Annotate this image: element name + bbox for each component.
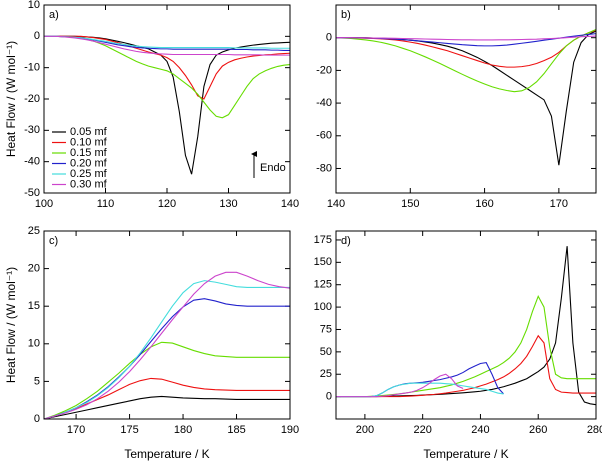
y-tick-label: 25 xyxy=(28,225,40,237)
y-tick-label: -20 xyxy=(316,64,332,76)
x-tick-label: 180 xyxy=(174,424,192,436)
y-tick-label: -60 xyxy=(316,130,332,142)
x-tick-label: 170 xyxy=(67,424,85,436)
y-tick-label: 15 xyxy=(28,300,40,312)
y-tick-label: 0 xyxy=(326,32,332,44)
x-tick-label: 160 xyxy=(475,198,493,210)
data-line xyxy=(336,246,597,406)
panel-label: d) xyxy=(341,235,351,247)
panel-label: b) xyxy=(341,9,351,21)
y-tick-label: 150 xyxy=(314,256,332,268)
data-line xyxy=(43,341,290,420)
plot-frame xyxy=(335,230,597,420)
y-tick-label: 10 xyxy=(28,0,40,11)
x-tick-label: 140 xyxy=(327,198,345,210)
y-tick-label: 20 xyxy=(28,263,40,275)
plot-frame xyxy=(43,4,291,194)
x-tick-label: 240 xyxy=(471,424,489,436)
y-tick-label: 25 xyxy=(320,368,332,380)
x-tick-label: 150 xyxy=(401,198,419,210)
legend-label: 0.30 mf xyxy=(70,178,108,190)
y-tick-label: 10 xyxy=(28,338,40,350)
data-line xyxy=(336,30,597,166)
y-tick-label: 175 xyxy=(314,234,332,246)
y-tick-label: -10 xyxy=(24,62,40,74)
data-line xyxy=(336,29,597,68)
x-tick-label: 185 xyxy=(227,424,245,436)
x-tick-label: 260 xyxy=(529,424,547,436)
legend-label: 0.25 mf xyxy=(70,168,108,180)
y-tick-label: 0 xyxy=(326,391,332,403)
x-tick-label: 190 xyxy=(281,424,299,436)
annotation: Endo xyxy=(260,162,286,174)
x-tick-label: 220 xyxy=(413,424,431,436)
data-line xyxy=(43,271,291,420)
x-tick-label: 200 xyxy=(356,424,374,436)
legend-label: 0.20 mf xyxy=(70,157,108,169)
y-tick-label: -80 xyxy=(316,162,332,174)
data-line xyxy=(43,395,290,420)
y-tick-label: -20 xyxy=(24,93,40,105)
x-tick-label: 140 xyxy=(281,198,299,210)
y-axis-label: Heat Flow / (W mol⁻¹) xyxy=(4,41,18,157)
data-line xyxy=(43,377,290,420)
panel-label: c) xyxy=(49,235,58,247)
y-tick-label: -40 xyxy=(316,97,332,109)
x-tick-label: 110 xyxy=(97,198,115,210)
legend-label: 0.10 mf xyxy=(70,136,108,148)
y-tick-label: 0 xyxy=(34,413,40,425)
y-tick-label: -50 xyxy=(24,187,40,199)
data-line xyxy=(336,35,597,41)
data-line xyxy=(43,298,290,420)
plot-frame xyxy=(335,4,597,194)
data-line xyxy=(336,373,464,398)
y-tick-label: 75 xyxy=(320,323,332,335)
legend-label: 0.15 mf xyxy=(70,147,108,159)
plot-frame xyxy=(43,230,291,420)
y-tick-label: -30 xyxy=(24,124,40,136)
y-tick-label: -40 xyxy=(24,156,40,168)
data-line xyxy=(335,29,597,93)
data-line xyxy=(44,35,290,49)
x-tick-label: 100 xyxy=(35,198,53,210)
y-axis-label: Heat Flow / (W mol⁻¹) xyxy=(4,267,18,383)
x-tick-label: 130 xyxy=(219,198,237,210)
y-tick-label: 125 xyxy=(314,279,332,291)
data-line xyxy=(336,382,504,398)
x-tick-label: 175 xyxy=(120,424,138,436)
x-axis-label: Temperature / K xyxy=(423,447,508,461)
legend-label: 0.05 mf xyxy=(70,126,108,138)
data-line xyxy=(336,334,596,398)
data-line xyxy=(336,295,596,398)
x-tick-label: 120 xyxy=(158,198,176,210)
data-line xyxy=(44,35,290,56)
x-axis-label: Temperature / K xyxy=(124,447,209,461)
x-tick-label: 170 xyxy=(550,198,568,210)
y-tick-label: 50 xyxy=(320,346,332,358)
data-line xyxy=(44,35,291,100)
y-tick-label: 0 xyxy=(34,30,40,42)
panel-label: a) xyxy=(49,9,59,21)
y-tick-label: 100 xyxy=(314,301,332,313)
y-tick-label: 5 xyxy=(34,375,40,387)
data-line xyxy=(43,280,290,420)
x-tick-label: 280 xyxy=(587,424,602,436)
